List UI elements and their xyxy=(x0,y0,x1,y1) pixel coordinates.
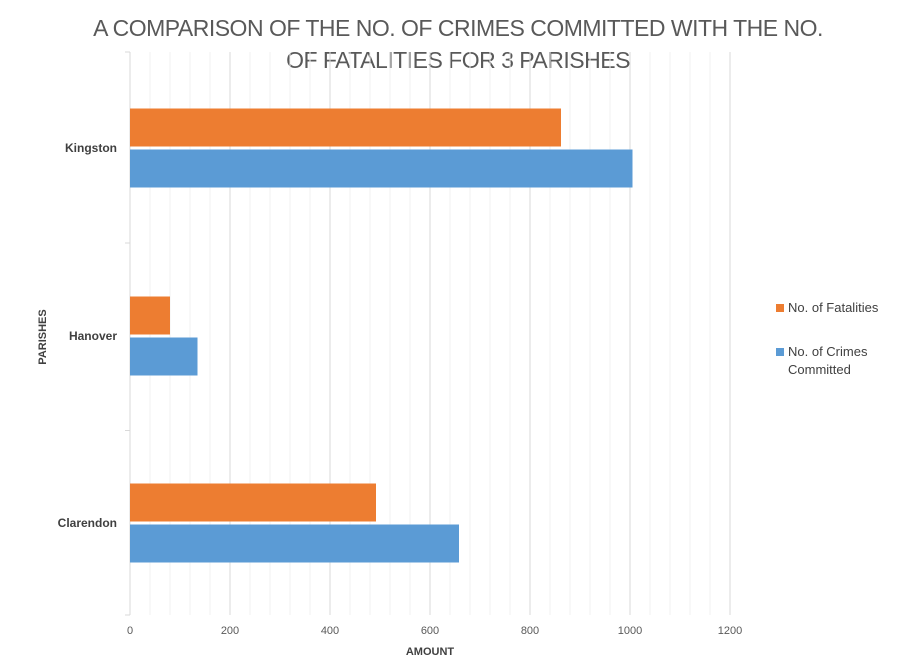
legend-swatch-fatalities xyxy=(776,304,784,312)
x-tick-label: 600 xyxy=(421,625,439,637)
y-category-label-kingston: Kingston xyxy=(65,141,117,155)
legend-swatch-crimes xyxy=(776,348,784,356)
bar-crimes-clarendon xyxy=(130,524,459,563)
y-category-label-hanover: Hanover xyxy=(69,329,117,343)
legend-item-crimes: No. of Crimes Committed xyxy=(776,343,906,379)
chart-title-line-2: OF FATALITIES FOR 3 PARISHES xyxy=(286,47,630,73)
x-tick-label: 800 xyxy=(521,625,539,637)
x-axis-title: AMOUNT xyxy=(406,646,455,658)
chart-title: A COMPARISON OF THE NO. OF CRIMES COMMIT… xyxy=(0,12,916,76)
x-tick-label: 1000 xyxy=(618,625,642,637)
bar-crimes-hanover xyxy=(130,337,198,376)
y-axis-title: PARISHES xyxy=(37,309,49,364)
legend-item-fatalities: No. of Fatalities xyxy=(776,299,906,317)
x-tick-label: 200 xyxy=(221,625,239,637)
legend-label-fatalities: No. of Fatalities xyxy=(788,300,879,315)
x-tick-label: 0 xyxy=(127,625,133,637)
y-category-label-clarendon: Clarendon xyxy=(58,516,117,530)
bar-crimes-kingston xyxy=(130,149,633,188)
legend-label-crimes: No. of Crimes Committed xyxy=(788,344,868,377)
x-tick-label: 400 xyxy=(321,625,339,637)
x-tick-label: 1200 xyxy=(718,625,742,637)
chart-title-line-1: A COMPARISON OF THE NO. OF CRIMES COMMIT… xyxy=(93,15,823,41)
bars xyxy=(130,108,633,563)
bar-fatalities-clarendon xyxy=(130,483,376,522)
bar-fatalities-hanover xyxy=(130,296,170,335)
bar-fatalities-kingston xyxy=(130,108,561,147)
labels: 0 200 400 600 800 1000 1200 Kingston Hanover Clar… xyxy=(58,141,743,637)
legend: No. of Fatalities No. of Crimes Committe… xyxy=(776,299,906,405)
